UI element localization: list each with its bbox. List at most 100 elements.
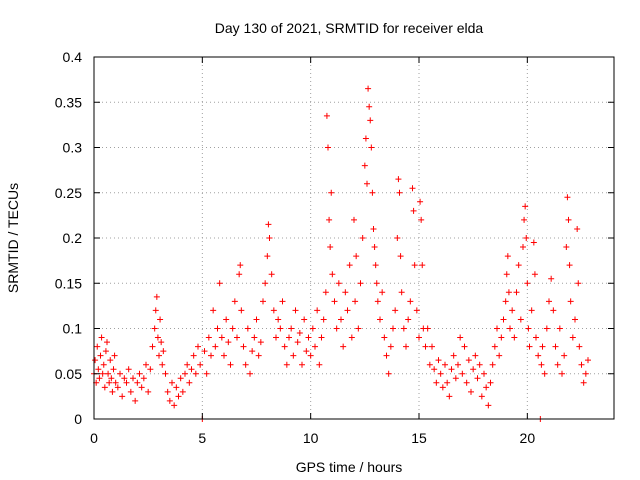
data-point bbox=[491, 343, 498, 350]
x-tick-label: 20 bbox=[520, 430, 536, 446]
data-point bbox=[546, 298, 552, 305]
data-point bbox=[143, 361, 149, 368]
data-point bbox=[485, 402, 492, 409]
data-point bbox=[377, 316, 383, 323]
data-point bbox=[390, 325, 396, 332]
data-point bbox=[457, 334, 464, 341]
data-point bbox=[411, 262, 418, 269]
data-point bbox=[237, 262, 244, 269]
data-point bbox=[533, 334, 539, 341]
data-point bbox=[104, 339, 110, 346]
data-point bbox=[288, 325, 295, 332]
data-point bbox=[398, 289, 405, 296]
data-point bbox=[123, 379, 130, 386]
data-point bbox=[582, 370, 589, 377]
data-point bbox=[379, 289, 386, 296]
axis-ticks: 0 0.05 0.1 0.15 0.2 0.25 0.3 0.35 0.4 0 5 10 15 20 bbox=[55, 49, 614, 446]
x-tick-label: 0 bbox=[90, 430, 98, 446]
data-point bbox=[463, 379, 470, 386]
data-point bbox=[292, 307, 299, 314]
data-point bbox=[316, 361, 323, 368]
data-point bbox=[268, 271, 275, 278]
data-point bbox=[559, 370, 565, 377]
data-point bbox=[325, 144, 331, 151]
data-point bbox=[465, 357, 472, 364]
data-point bbox=[552, 343, 559, 350]
data-points bbox=[91, 85, 591, 422]
data-point bbox=[392, 307, 399, 314]
data-point bbox=[362, 135, 369, 142]
data-point bbox=[279, 298, 286, 305]
data-point bbox=[505, 289, 512, 296]
data-point bbox=[431, 366, 438, 373]
data-point bbox=[543, 325, 550, 332]
data-point bbox=[97, 352, 104, 359]
data-point bbox=[134, 379, 141, 386]
data-point bbox=[102, 348, 109, 355]
data-point bbox=[569, 334, 576, 341]
data-point bbox=[561, 352, 568, 359]
data-point bbox=[195, 343, 201, 350]
data-point bbox=[169, 379, 175, 386]
data-point bbox=[396, 189, 403, 196]
data-point bbox=[494, 325, 500, 332]
data-point bbox=[433, 379, 440, 386]
data-point bbox=[395, 176, 402, 183]
data-point bbox=[95, 366, 102, 373]
data-point bbox=[368, 144, 375, 151]
data-point bbox=[374, 298, 381, 305]
data-point bbox=[223, 316, 230, 323]
data-point bbox=[320, 316, 327, 323]
data-point bbox=[556, 325, 563, 332]
data-point bbox=[470, 366, 477, 373]
data-point bbox=[437, 370, 444, 377]
data-point bbox=[270, 307, 277, 314]
data-point bbox=[166, 397, 173, 404]
data-point bbox=[522, 203, 529, 210]
data-point bbox=[450, 352, 457, 359]
y-tick-label: 0.05 bbox=[55, 366, 82, 382]
data-point bbox=[563, 244, 570, 251]
data-point bbox=[331, 298, 338, 305]
data-point bbox=[446, 393, 453, 400]
data-point bbox=[448, 366, 455, 373]
data-point bbox=[365, 85, 372, 92]
data-point bbox=[387, 343, 394, 350]
data-point bbox=[242, 361, 249, 368]
data-point bbox=[182, 370, 188, 377]
data-point bbox=[119, 393, 126, 400]
data-point bbox=[442, 361, 448, 368]
data-point bbox=[94, 343, 101, 350]
data-point bbox=[171, 402, 178, 409]
data-point bbox=[132, 397, 139, 404]
data-point bbox=[244, 325, 251, 332]
data-point bbox=[201, 348, 208, 355]
data-point bbox=[575, 280, 582, 287]
data-point bbox=[520, 244, 526, 251]
data-point bbox=[229, 325, 236, 332]
data-point bbox=[210, 307, 217, 314]
data-point bbox=[424, 325, 431, 332]
data-point bbox=[418, 216, 425, 223]
data-point bbox=[478, 393, 485, 400]
data-point bbox=[364, 180, 370, 187]
y-tick-label: 0.3 bbox=[63, 140, 83, 156]
data-point bbox=[197, 361, 204, 368]
data-point bbox=[100, 361, 107, 368]
data-point bbox=[121, 375, 128, 382]
data-point bbox=[253, 316, 260, 323]
data-point bbox=[111, 352, 118, 359]
data-point bbox=[419, 262, 426, 269]
data-point bbox=[455, 361, 461, 368]
data-point bbox=[335, 280, 342, 287]
grid-lines bbox=[94, 57, 614, 419]
data-point bbox=[564, 194, 571, 201]
data-point bbox=[355, 325, 362, 332]
data-point bbox=[439, 384, 446, 391]
y-tick-label: 0.35 bbox=[55, 94, 82, 110]
data-point bbox=[273, 334, 279, 341]
data-point bbox=[184, 361, 191, 368]
data-point bbox=[179, 388, 186, 395]
data-point bbox=[214, 325, 221, 332]
data-point bbox=[504, 253, 511, 260]
